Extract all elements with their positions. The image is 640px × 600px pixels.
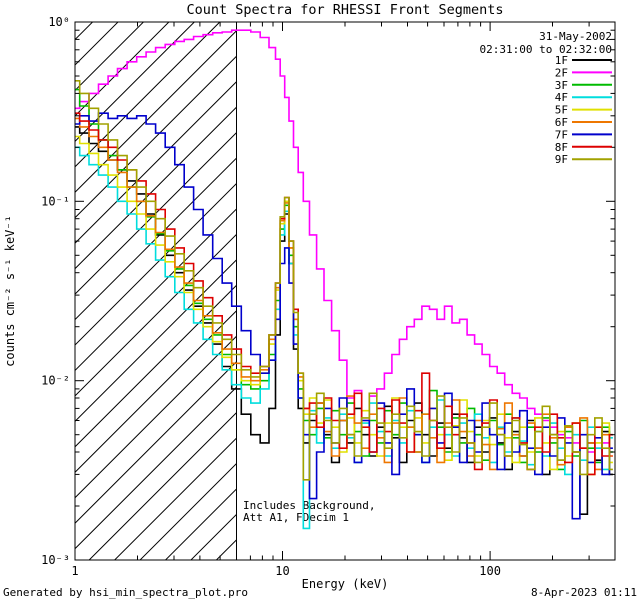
- x-tick-label: 10: [275, 564, 289, 578]
- legend-time-interval: 02:31:00 to 02:32:00: [480, 43, 612, 56]
- spectra-series-group: [75, 29, 613, 530]
- y-axis-label: counts cm⁻² s⁻¹ keV⁻¹: [3, 215, 17, 367]
- series-path-9F: [75, 80, 613, 481]
- legend-entry-label: 3F: [555, 79, 568, 92]
- legend-entry-label: 4F: [555, 91, 568, 104]
- y-tick-label: 10⁻³: [41, 553, 70, 567]
- legend-entry-1F: 1F: [555, 54, 612, 67]
- legend-entry-label: 1F: [555, 54, 568, 67]
- hatch-fill: [75, 22, 237, 560]
- chart-title: Count Spectra for RHESSI Front Segments: [187, 2, 504, 18]
- x-tick-label: 1: [71, 564, 78, 578]
- legend-entry-6F: 6F: [555, 116, 612, 129]
- legend-entry-2F: 2F: [555, 66, 612, 79]
- y-tick-label: 10⁻²: [41, 374, 70, 388]
- legend: 31-May-2002 02:31:00 to 02:32:00 1F2F3F4…: [480, 30, 612, 166]
- legend-entry-label: 6F: [555, 116, 568, 129]
- legend-entry-label: 8F: [555, 141, 568, 154]
- legend-entry-3F: 3F: [555, 79, 612, 92]
- annotation-attenuator: Att A1, FDecim 1: [243, 511, 349, 524]
- x-axis-label: Energy (keV): [302, 577, 389, 591]
- legend-entry-8F: 8F: [555, 141, 612, 154]
- hatched-attenuation-region: [75, 22, 237, 560]
- legend-entry-7F: 7F: [555, 128, 612, 141]
- legend-entry-label: 9F: [555, 153, 568, 166]
- footer-left: Generated by hsi_min_spectra_plot.pro: [3, 586, 248, 599]
- y-tick-label: 10⁻¹: [41, 194, 70, 208]
- x-tick-label: 100: [479, 564, 501, 578]
- legend-entry-label: 7F: [555, 128, 568, 141]
- legend-entry-4F: 4F: [555, 91, 612, 104]
- legend-entry-label: 5F: [555, 104, 568, 117]
- series-path-2F: [75, 29, 613, 457]
- legend-date: 31-May-2002: [539, 30, 612, 43]
- legend-entry-5F: 5F: [555, 104, 612, 117]
- legend-entry-9F: 9F: [555, 153, 612, 166]
- legend-entry-label: 2F: [555, 66, 568, 79]
- axes-group: 1 10 100 10⁰ 10⁻¹ 10⁻² 10⁻³: [41, 15, 616, 578]
- y-tick-label: 10⁰: [48, 15, 70, 29]
- footer-right: 8-Apr-2023 01:11: [531, 586, 637, 599]
